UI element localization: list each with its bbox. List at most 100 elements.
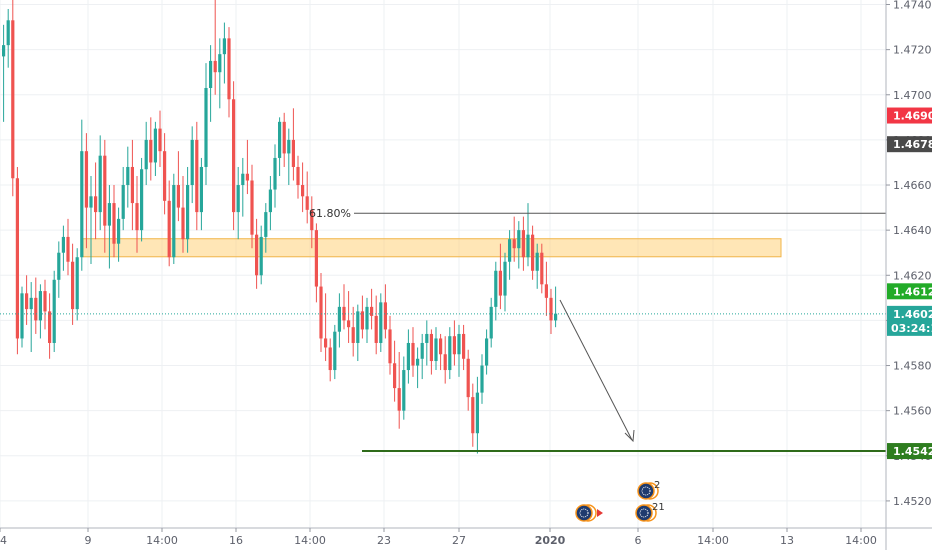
candle-body (485, 338, 489, 366)
price-tag-bg (887, 107, 932, 124)
candle-body (34, 297, 38, 321)
candle-body (406, 342, 410, 371)
candle-body (554, 313, 558, 321)
candle (34, 277, 38, 334)
candle-body (98, 155, 102, 213)
candle-body (218, 54, 222, 73)
candle (517, 221, 521, 269)
candle-body (512, 239, 516, 249)
time-axis[interactable]: 4 9 14:00 16 14:00 23 27 2020 6 14:00 13 14:00 (0, 528, 877, 547)
x-tick-label: 6 (635, 534, 642, 547)
event-badge[interactable]: 21 (635, 502, 665, 522)
candle-body (66, 236, 70, 262)
candle-body (195, 139, 199, 213)
candle (94, 162, 98, 240)
candle-body (429, 333, 433, 362)
candle (475, 376, 479, 454)
x-tick-label: 2020 (535, 534, 566, 547)
candle (6, 9, 10, 68)
candle-body (52, 279, 56, 343)
price-tag-bg (887, 283, 932, 300)
event-badges[interactable]: 2 21 (575, 480, 665, 522)
candle (347, 291, 351, 343)
price-tag-text: 1.46908 (893, 110, 932, 123)
candle-body (268, 189, 272, 213)
candle (15, 166, 19, 355)
candle (351, 306, 355, 357)
candle (416, 347, 420, 389)
candle-body (213, 60, 217, 73)
candle (20, 286, 24, 348)
candle-body (181, 207, 185, 240)
candle (80, 119, 84, 271)
candle-body (508, 239, 512, 262)
projection-arrow[interactable] (559, 299, 635, 443)
candle-body (89, 196, 93, 208)
current-price-text: 1.46029 (893, 308, 932, 321)
candle (282, 112, 286, 167)
candle-body (503, 261, 507, 296)
candle-body (163, 151, 167, 201)
candle (273, 144, 277, 208)
candle-body (6, 20, 10, 46)
candle-body (452, 336, 456, 355)
candle (121, 166, 125, 231)
candle-body (462, 333, 466, 359)
candle (287, 128, 291, 186)
candle (324, 293, 328, 362)
candle (278, 117, 282, 176)
candle (232, 81, 236, 231)
candle-body (296, 166, 300, 186)
candle (480, 354, 484, 404)
candle (11, 0, 15, 197)
candle-body (471, 397, 475, 434)
candle (195, 121, 199, 231)
candle-body (310, 209, 314, 231)
candle-body (531, 234, 535, 271)
flag-icon (575, 504, 593, 522)
candle-body (287, 139, 291, 154)
candle (149, 117, 153, 181)
candle-body (172, 185, 176, 258)
y-tick-label: 1.46400 (893, 224, 932, 237)
x-tick-label: 14:00 (294, 534, 326, 547)
candle (222, 22, 226, 84)
candle-body (356, 311, 360, 343)
candle (452, 320, 456, 366)
candle-body (204, 88, 208, 167)
candle-body (158, 128, 162, 152)
y-tick-label: 1.47400 (893, 0, 932, 12)
price-axis[interactable]: 1.474001.472001.470001.468001.466001.464… (886, 0, 932, 508)
candle (186, 166, 190, 253)
candle (549, 288, 553, 334)
candle-body (20, 293, 24, 339)
candle (255, 218, 259, 289)
candle (103, 139, 107, 253)
candle (245, 139, 249, 195)
candle-body (15, 178, 19, 339)
candle-body (278, 121, 282, 158)
candle (379, 293, 383, 352)
y-tick-label: 1.47000 (893, 89, 932, 102)
flag-icon (637, 482, 655, 500)
event-badge[interactable]: 2 (637, 480, 660, 500)
candle-body (57, 252, 61, 280)
candle (411, 327, 415, 377)
price-tag: 1.46908 (887, 107, 932, 124)
candle-body (61, 236, 65, 253)
candle-body (370, 306, 374, 316)
candle (462, 324, 466, 371)
grid-lines (0, 0, 886, 528)
candle (448, 327, 452, 380)
x-tick-label: 9 (85, 534, 92, 547)
candle (48, 293, 52, 359)
current-price-tag: 1.4602903:24:16 (887, 305, 932, 336)
event-badge[interactable] (575, 504, 597, 522)
candle-body (498, 270, 502, 296)
candle (494, 261, 498, 321)
event-count: 2 (654, 480, 660, 491)
eu-stars-icon (639, 508, 649, 518)
fib-61-8-label: 61.80% (309, 207, 351, 220)
